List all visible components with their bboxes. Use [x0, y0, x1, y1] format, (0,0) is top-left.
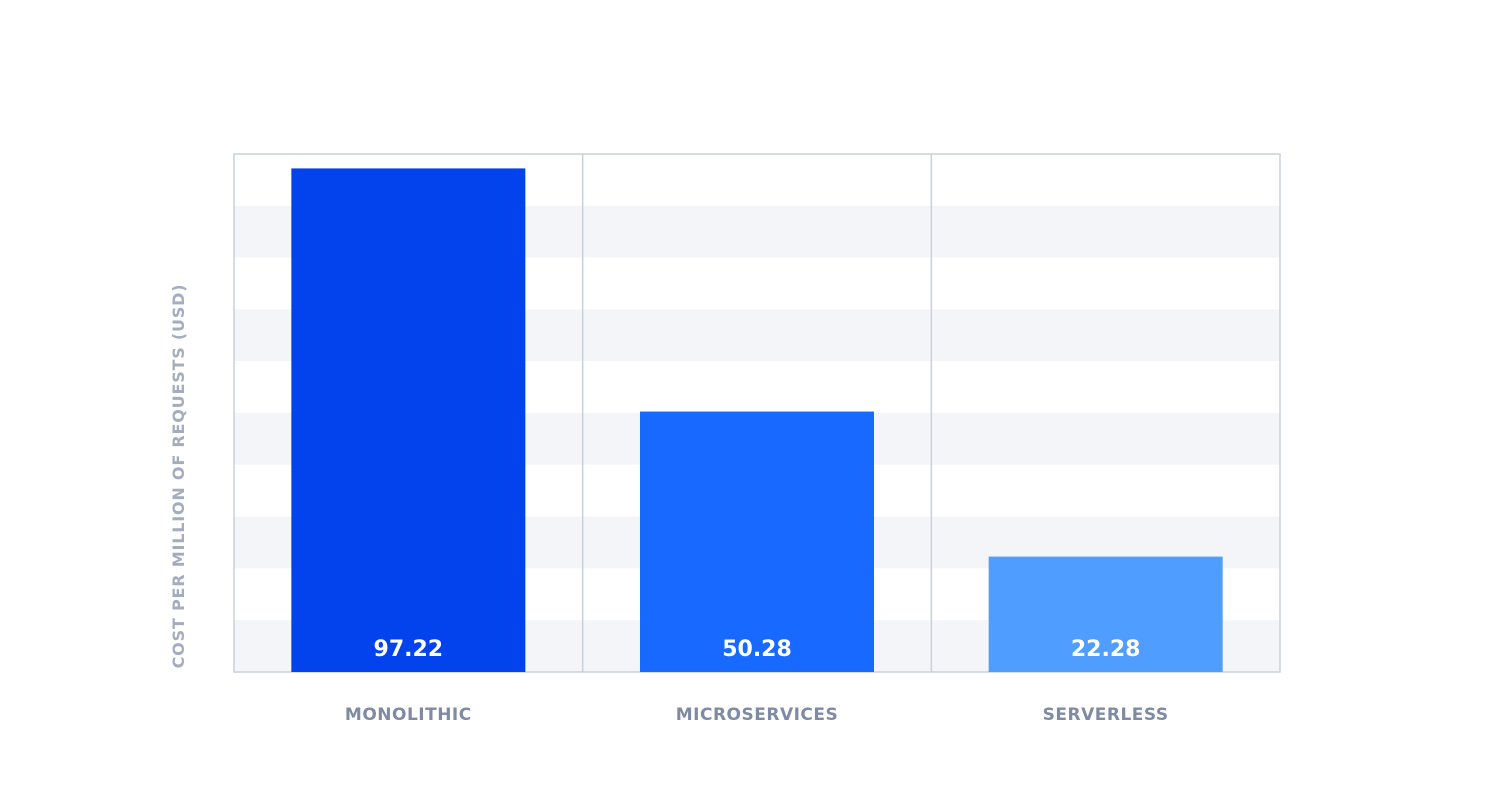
bar-value-label: 97.22: [374, 637, 444, 662]
bar: [988, 556, 1223, 672]
category-label: SERVERLESS: [1043, 705, 1169, 725]
bar: [640, 411, 874, 672]
category-label: MICROSERVICES: [676, 705, 839, 725]
bar: [291, 168, 526, 673]
category-label: MONOLITHIC: [345, 705, 472, 725]
bars: [291, 168, 1223, 673]
bar-value-labels: 97.22 50.28 22.28: [374, 637, 1141, 662]
category-labels: MONOLITHIC MICROSERVICES SERVERLESS: [345, 705, 1169, 725]
category-dividers: [581, 154, 933, 672]
y-axis-title: COST PER MILLION OF REQUESTS (USD): [169, 284, 188, 669]
bar-value-label: 50.28: [722, 637, 792, 662]
bar-value-label: 22.28: [1071, 637, 1141, 662]
